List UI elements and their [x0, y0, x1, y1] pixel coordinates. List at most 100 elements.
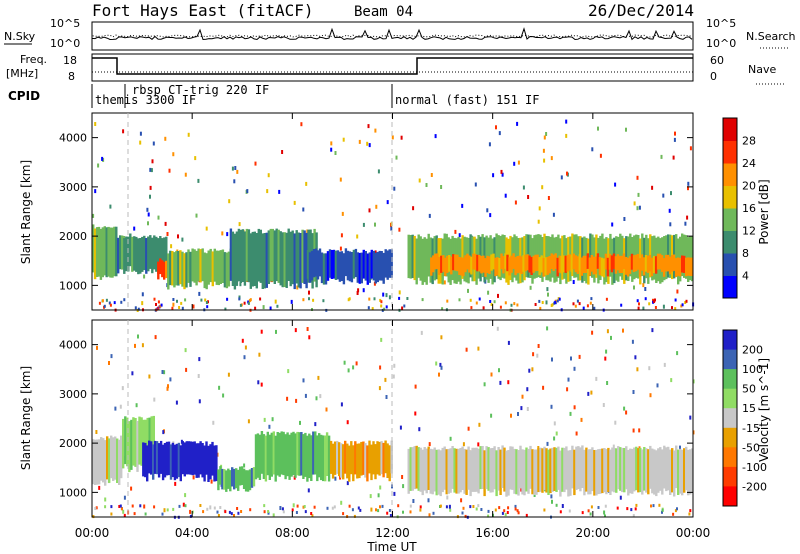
scatter-pixel [152, 141, 155, 146]
ytick-label: 3000 [59, 181, 87, 194]
echo-cell [195, 443, 198, 478]
echo-cell [451, 446, 454, 489]
scatter-pixel [589, 301, 592, 305]
scatter-pixel [274, 299, 277, 304]
echo-cell [427, 233, 430, 277]
echo-cell [366, 253, 369, 285]
ytick-label: 4000 [59, 339, 87, 352]
echo-cell [364, 251, 367, 281]
echo-cell [322, 253, 326, 285]
scatter-pixel [296, 504, 299, 508]
echo-cell [108, 438, 111, 483]
scatter-pixel [439, 362, 442, 367]
scatter-pixel [184, 504, 187, 508]
scatter-pixel [326, 506, 329, 510]
scatter-pixel [534, 303, 537, 306]
colorbar-tick-label: 8 [742, 247, 749, 260]
scatter-pixel [378, 386, 381, 391]
scatter-pixel [368, 143, 371, 148]
scatter-pixel [569, 411, 572, 416]
echo-cell [217, 469, 220, 491]
scatter-pixel [267, 173, 270, 178]
echo-cell [239, 229, 243, 283]
echo-cell [458, 257, 461, 275]
echo-cell [429, 448, 432, 494]
scatter-pixel [380, 300, 383, 304]
echo-cell [223, 252, 227, 288]
echo-cell [413, 446, 416, 490]
scatter-pixel [254, 306, 257, 310]
scatter-pixel [379, 365, 382, 370]
freq-tick-bottom: 8 [68, 70, 75, 83]
scatter-pixel [254, 161, 257, 166]
echo-cell [136, 421, 139, 472]
echo-cell [240, 466, 244, 485]
echo-cell [591, 447, 594, 492]
ytick-label: 1000 [59, 486, 87, 499]
echo-cell [675, 445, 678, 489]
echo-cell [97, 226, 101, 277]
echo-cell [378, 250, 381, 281]
echo-cell [462, 257, 465, 277]
scatter-pixel [685, 299, 688, 303]
xtick-label: 00:00 [75, 526, 110, 540]
echo-cell [445, 233, 448, 277]
echo-cell [157, 238, 160, 274]
scatter-pixel [346, 481, 349, 486]
echo-cell [149, 235, 152, 269]
scatter-pixel [98, 301, 101, 305]
echo-cell [157, 261, 160, 280]
echo-cell [247, 229, 251, 283]
scatter-pixel [302, 505, 305, 509]
echo-cell [213, 445, 216, 482]
echo-cell [237, 469, 240, 491]
echo-cell [495, 233, 498, 277]
scatter-pixel [384, 377, 387, 382]
echo-cell [358, 443, 361, 479]
echo-cell [571, 233, 574, 277]
scatter-pixel [547, 196, 550, 200]
echo-cell [419, 236, 422, 281]
echo-cell [287, 228, 290, 281]
scatter-pixel [430, 173, 433, 177]
echo-cell [452, 254, 455, 271]
scatter-pixel [286, 396, 289, 401]
scatter-pixel [644, 297, 647, 301]
echo-cell [187, 441, 190, 475]
colorbar-tick-label: 100 [742, 363, 763, 376]
echo-cell [497, 235, 500, 279]
scatter-pixel [379, 485, 382, 490]
echo-cell [563, 447, 566, 493]
scatter-pixel [181, 306, 184, 310]
scatter-pixel [137, 307, 140, 311]
echo-cell [635, 446, 638, 491]
scatter-pixel [514, 200, 517, 205]
echo-cell [368, 440, 371, 474]
colorbar-swatch [723, 349, 737, 370]
echo-cell [171, 251, 174, 286]
scatter-pixel [490, 413, 493, 418]
echo-cell [425, 448, 428, 494]
echo-cell [655, 450, 658, 497]
scatter-pixel [531, 367, 534, 372]
scatter-pixel [373, 297, 376, 301]
echo-cell [436, 253, 439, 269]
echo-cell [242, 468, 246, 489]
scatter-pixel [401, 475, 404, 479]
scatter-pixel [475, 301, 478, 305]
scatter-pixel [389, 514, 392, 517]
echo-cell [599, 448, 602, 494]
echo-cell [360, 441, 363, 476]
echo-cell [536, 254, 539, 271]
scatter-pixel [409, 510, 412, 514]
nave-tick-bottom: 0 [710, 70, 717, 83]
scatter-pixel [674, 298, 677, 302]
scatter-pixel [573, 405, 576, 410]
scatter-pixel [224, 510, 227, 514]
scatter-pixel [637, 306, 640, 310]
echo-cell [629, 448, 632, 494]
echo-cell [487, 447, 490, 491]
echo-cell [338, 442, 341, 477]
scatter-pixel [446, 299, 449, 303]
echo-cell [118, 439, 121, 485]
